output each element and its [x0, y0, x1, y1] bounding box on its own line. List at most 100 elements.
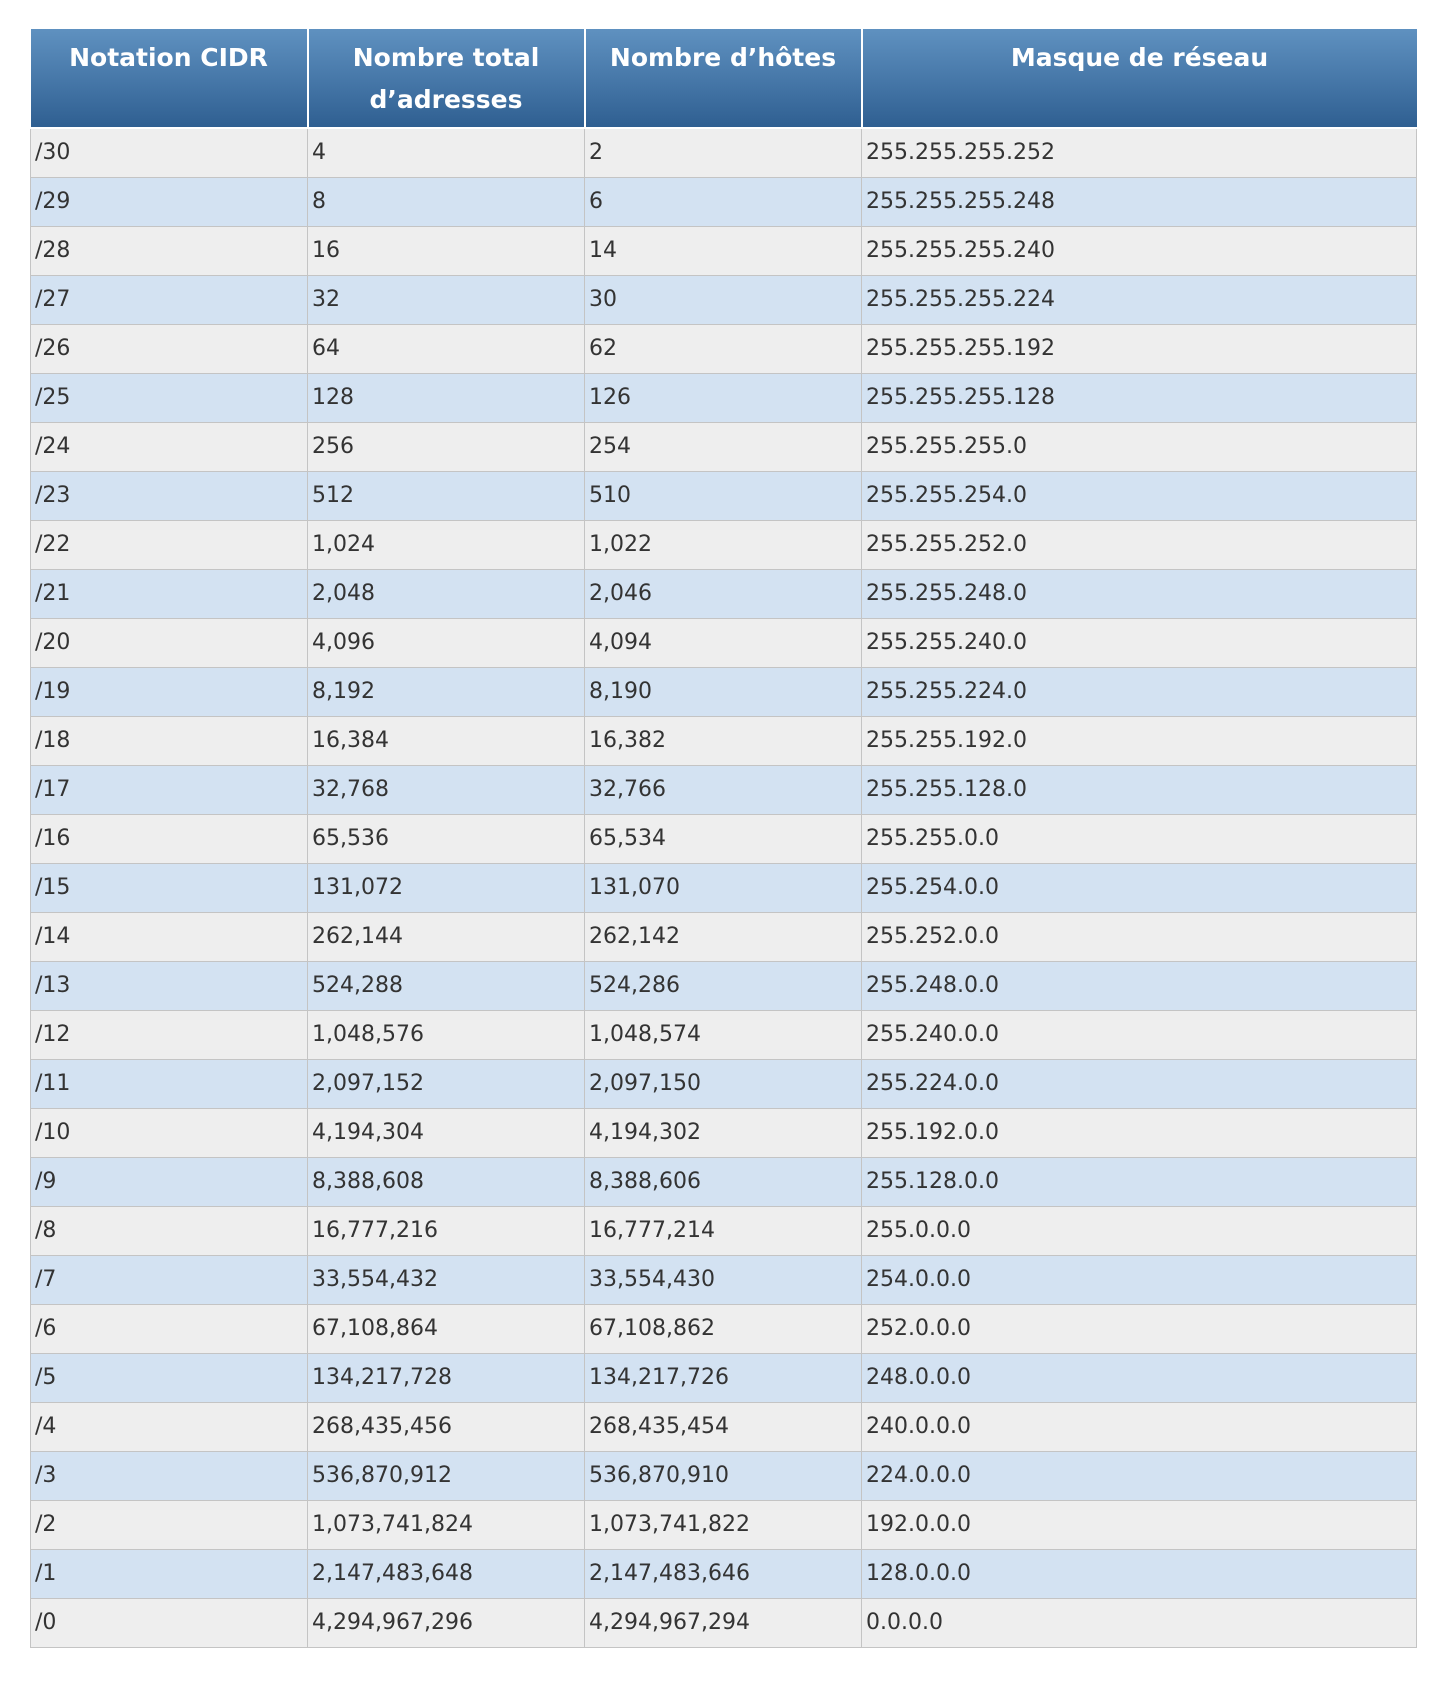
- table-row: /12 1,048,576 1,048,574 255.240.0.0: [30, 1009, 1417, 1060]
- cell-netmask: 255.255.128.0: [861, 764, 1417, 815]
- cell-netmask: 252.0.0.0: [861, 1303, 1417, 1354]
- cell-host-count: 2,046: [584, 568, 862, 619]
- cell-cidr-notation: /8: [30, 1205, 308, 1256]
- cell-host-count: 14: [584, 225, 862, 276]
- cell-total-addresses: 16,384: [307, 715, 585, 766]
- table-row: /2 1,073,741,824 1,073,741,822 192.0.0.0: [30, 1499, 1417, 1550]
- cell-total-addresses: 2,147,483,648: [307, 1548, 585, 1599]
- cell-cidr-notation: /6: [30, 1303, 308, 1354]
- cell-netmask: 255.255.0.0: [861, 813, 1417, 864]
- cell-cidr-notation: /4: [30, 1401, 308, 1452]
- cell-netmask: 255.255.255.224: [861, 274, 1417, 325]
- table-row: /29 8 6 255.255.255.248: [30, 176, 1417, 227]
- cell-cidr-notation: /14: [30, 911, 308, 962]
- cell-host-count: 1,022: [584, 519, 862, 570]
- cell-total-addresses: 64: [307, 323, 585, 374]
- cell-host-count: 16,777,214: [584, 1205, 862, 1256]
- cell-cidr-notation: /2: [30, 1499, 308, 1550]
- cell-cidr-notation: /24: [30, 421, 308, 472]
- cell-host-count: 524,286: [584, 960, 862, 1011]
- table-row: /7 33,554,432 33,554,430 254.0.0.0: [30, 1254, 1417, 1305]
- cell-host-count: 268,435,454: [584, 1401, 862, 1452]
- table-row: /16 65,536 65,534 255.255.0.0: [30, 813, 1417, 864]
- cell-cidr-notation: /17: [30, 764, 308, 815]
- cell-netmask: 255.128.0.0: [861, 1156, 1417, 1207]
- cell-total-addresses: 2,048: [307, 568, 585, 619]
- cell-netmask: 255.255.255.192: [861, 323, 1417, 374]
- cell-netmask: 255.255.255.240: [861, 225, 1417, 276]
- cell-total-addresses: 67,108,864: [307, 1303, 585, 1354]
- cell-host-count: 262,142: [584, 911, 862, 962]
- table-row: /9 8,388,608 8,388,606 255.128.0.0: [30, 1156, 1417, 1207]
- table-row: /13 524,288 524,286 255.248.0.0: [30, 960, 1417, 1011]
- table-row: /28 16 14 255.255.255.240: [30, 225, 1417, 276]
- cell-netmask: 0.0.0.0: [861, 1597, 1417, 1648]
- table-body: /30 4 2 255.255.255.252/29 8 6 255.255.255.248…: [30, 127, 1417, 1648]
- cell-cidr-notation: /22: [30, 519, 308, 570]
- table-row: /18 16,384 16,382 255.255.192.0: [30, 715, 1417, 766]
- table-row: /26 64 62 255.255.255.192: [30, 323, 1417, 374]
- table-row: /5 134,217,728 134,217,726 248.0.0.0: [30, 1352, 1417, 1403]
- table-row: /0 4,294,967,296 4,294,967,294 0.0.0.0: [30, 1597, 1417, 1648]
- cell-total-addresses: 512: [307, 470, 585, 521]
- cell-cidr-notation: /9: [30, 1156, 308, 1207]
- cell-total-addresses: 8: [307, 176, 585, 227]
- cell-total-addresses: 134,217,728: [307, 1352, 585, 1403]
- table-row: /4 268,435,456 268,435,454 240.0.0.0: [30, 1401, 1417, 1452]
- header-host-count: Nombre d’hôtes: [583, 29, 863, 129]
- cell-cidr-notation: /1: [30, 1548, 308, 1599]
- cell-total-addresses: 1,073,741,824: [307, 1499, 585, 1550]
- header-cidr-notation: Notation CIDR: [30, 29, 309, 129]
- cell-host-count: 510: [584, 470, 862, 521]
- cell-netmask: 248.0.0.0: [861, 1352, 1417, 1403]
- cell-cidr-notation: /5: [30, 1352, 308, 1403]
- cell-netmask: 255.255.192.0: [861, 715, 1417, 766]
- cell-total-addresses: 4: [307, 127, 585, 178]
- cell-cidr-notation: /26: [30, 323, 308, 374]
- cell-cidr-notation: /28: [30, 225, 308, 276]
- table-row: /14 262,144 262,142 255.252.0.0: [30, 911, 1417, 962]
- cell-cidr-notation: /16: [30, 813, 308, 864]
- table-row: /23 512 510 255.255.254.0: [30, 470, 1417, 521]
- cell-netmask: 255.255.255.252: [861, 127, 1417, 178]
- cell-total-addresses: 1,048,576: [307, 1009, 585, 1060]
- cell-host-count: 134,217,726: [584, 1352, 862, 1403]
- table-row: /8 16,777,216 16,777,214 255.0.0.0: [30, 1205, 1417, 1256]
- table-row: /6 67,108,864 67,108,862 252.0.0.0: [30, 1303, 1417, 1354]
- table-row: /3 536,870,912 536,870,910 224.0.0.0: [30, 1450, 1417, 1501]
- table-row: /25 128 126 255.255.255.128: [30, 372, 1417, 423]
- cell-total-addresses: 8,388,608: [307, 1156, 585, 1207]
- cell-netmask: 255.252.0.0: [861, 911, 1417, 962]
- cell-cidr-notation: /29: [30, 176, 308, 227]
- cell-host-count: 8,388,606: [584, 1156, 862, 1207]
- cell-cidr-notation: /18: [30, 715, 308, 766]
- cell-host-count: 126: [584, 372, 862, 423]
- table-row: /24 256 254 255.255.255.0: [30, 421, 1417, 472]
- cell-cidr-notation: /10: [30, 1107, 308, 1158]
- cell-host-count: 2,147,483,646: [584, 1548, 862, 1599]
- cell-host-count: 16,382: [584, 715, 862, 766]
- table-row: /20 4,096 4,094 255.255.240.0: [30, 617, 1417, 668]
- cell-netmask: 192.0.0.0: [861, 1499, 1417, 1550]
- cell-host-count: 2,097,150: [584, 1058, 862, 1109]
- cell-cidr-notation: /23: [30, 470, 308, 521]
- cell-netmask: 128.0.0.0: [861, 1548, 1417, 1599]
- header-row: Notation CIDR Nombre total d’adresses No…: [30, 29, 1417, 129]
- cell-netmask: 255.255.252.0: [861, 519, 1417, 570]
- cell-cidr-notation: /15: [30, 862, 308, 913]
- cell-cidr-notation: /11: [30, 1058, 308, 1109]
- cell-host-count: 32,766: [584, 764, 862, 815]
- cell-host-count: 6: [584, 176, 862, 227]
- cell-cidr-notation: /12: [30, 1009, 308, 1060]
- cell-netmask: 255.255.224.0: [861, 666, 1417, 717]
- cell-netmask: 255.255.255.128: [861, 372, 1417, 423]
- cell-host-count: 30: [584, 274, 862, 325]
- cell-total-addresses: 16,777,216: [307, 1205, 585, 1256]
- cell-netmask: 255.255.240.0: [861, 617, 1417, 668]
- cell-cidr-notation: /25: [30, 372, 308, 423]
- cell-host-count: 254: [584, 421, 862, 472]
- cell-total-addresses: 32,768: [307, 764, 585, 815]
- cell-host-count: 4,294,967,294: [584, 1597, 862, 1648]
- cell-total-addresses: 131,072: [307, 862, 585, 913]
- cell-host-count: 4,194,302: [584, 1107, 862, 1158]
